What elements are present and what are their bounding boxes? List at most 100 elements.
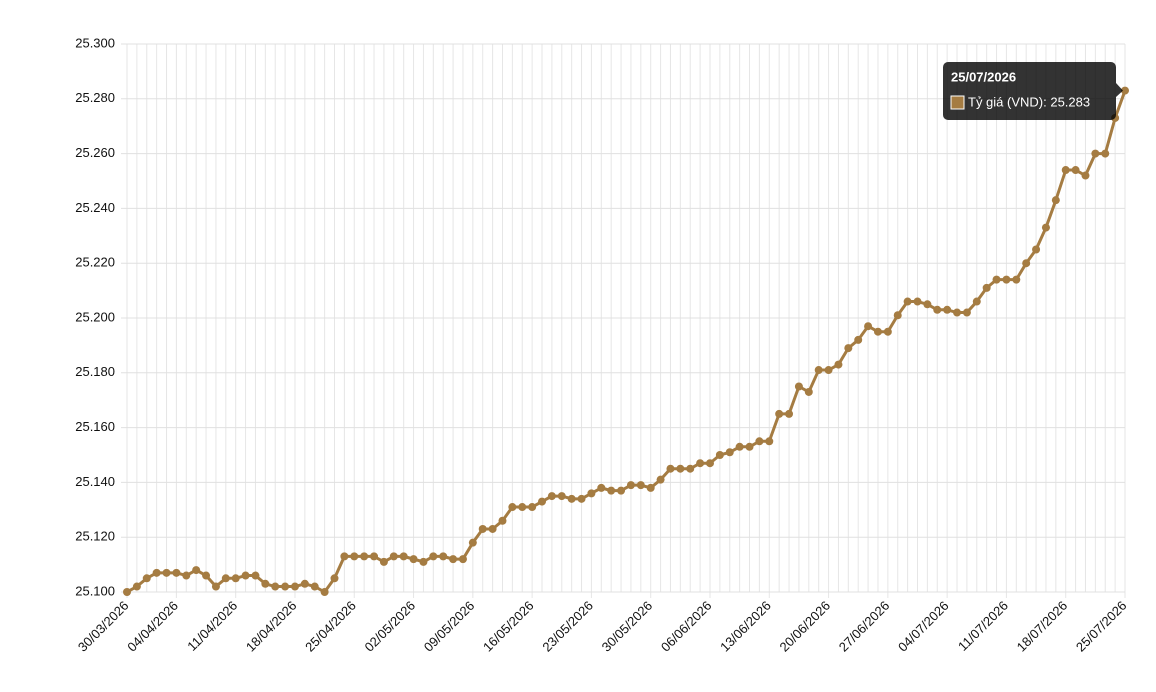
x-tick-label: 30/03/2026 (75, 598, 132, 655)
point (785, 409, 794, 418)
y-tick-label: 25.300 (75, 35, 115, 50)
point (1071, 166, 1080, 175)
point (300, 579, 309, 588)
point (873, 327, 882, 336)
point (626, 481, 635, 490)
point (152, 568, 161, 577)
point (123, 588, 131, 596)
point (449, 555, 458, 564)
point (725, 448, 734, 457)
point (755, 437, 764, 446)
x-tick-label: 25/04/2026 (302, 598, 359, 655)
y-tick-label: 25.220 (75, 255, 115, 270)
point (1032, 245, 1041, 254)
point (1051, 196, 1060, 205)
point (379, 557, 388, 566)
y-tick-label: 25.100 (75, 583, 115, 598)
point (508, 503, 517, 512)
point (607, 486, 616, 495)
point (864, 322, 873, 331)
point (211, 582, 220, 591)
point (192, 566, 201, 575)
tooltip: 25/07/2026 Tỷ giá (VND): 25.283 (943, 62, 1123, 120)
point (834, 360, 843, 369)
point (765, 437, 774, 446)
x-tick-label: 06/06/2026 (658, 598, 715, 655)
point (439, 552, 448, 561)
point (281, 582, 290, 591)
point (290, 582, 299, 591)
point (962, 308, 971, 317)
point (468, 538, 477, 547)
point (478, 524, 487, 533)
point (775, 409, 784, 418)
point (557, 492, 566, 501)
point (458, 555, 467, 564)
point (913, 297, 922, 306)
y-tick-label: 25.120 (75, 529, 115, 544)
point (893, 311, 902, 320)
point (261, 579, 270, 588)
point (1012, 275, 1021, 284)
point (923, 300, 932, 309)
point (142, 574, 151, 583)
point (1061, 166, 1070, 175)
point (686, 464, 695, 473)
point (617, 486, 626, 495)
x-tick-label: 18/04/2026 (243, 598, 300, 655)
point (409, 555, 418, 564)
point (943, 305, 952, 314)
point (271, 582, 280, 591)
point (518, 503, 527, 512)
point (370, 552, 379, 561)
y-tick-label: 25.280 (75, 90, 115, 105)
x-tick-label: 02/05/2026 (361, 598, 418, 655)
point (972, 297, 981, 306)
point (538, 497, 547, 506)
x-tick-label: 04/04/2026 (124, 598, 181, 655)
point (202, 571, 211, 580)
point (636, 481, 645, 490)
point (587, 489, 596, 498)
point (814, 366, 823, 375)
point (1121, 86, 1129, 95)
tooltip-caret (1116, 83, 1123, 97)
point (1022, 259, 1031, 268)
x-tick-label: 04/07/2026 (895, 598, 952, 655)
point (528, 503, 537, 512)
point (241, 571, 250, 580)
point (883, 327, 892, 336)
x-tick-label: 09/05/2026 (421, 598, 478, 655)
point (794, 382, 803, 391)
x-tick-label: 20/06/2026 (776, 598, 833, 655)
point (1101, 149, 1110, 158)
point (854, 335, 863, 344)
x-tick-label: 13/06/2026 (717, 598, 774, 655)
tooltip-box (943, 62, 1116, 120)
point (132, 582, 141, 591)
point (488, 524, 497, 533)
point (577, 494, 586, 503)
tooltip-swatch (950, 95, 965, 110)
point (903, 297, 912, 306)
point (547, 492, 556, 501)
point (350, 552, 359, 561)
point (666, 464, 675, 473)
point (715, 451, 724, 459)
x-tick-label: 18/07/2026 (1014, 598, 1071, 655)
point (745, 442, 754, 451)
tooltip-label: Tỷ giá (VND): 25.283 (968, 94, 1090, 109)
x-tick-label: 23/05/2026 (539, 598, 596, 655)
x-tick-label: 11/07/2026 (955, 598, 1011, 654)
x-tick-label: 11/04/2026 (184, 598, 240, 654)
point (1081, 171, 1090, 180)
point (360, 552, 369, 561)
point (953, 308, 962, 317)
point (1041, 223, 1050, 232)
point (824, 366, 833, 375)
point (221, 574, 230, 583)
point (696, 459, 705, 468)
x-tick-label: 30/05/2026 (599, 598, 656, 655)
point (172, 568, 181, 577)
